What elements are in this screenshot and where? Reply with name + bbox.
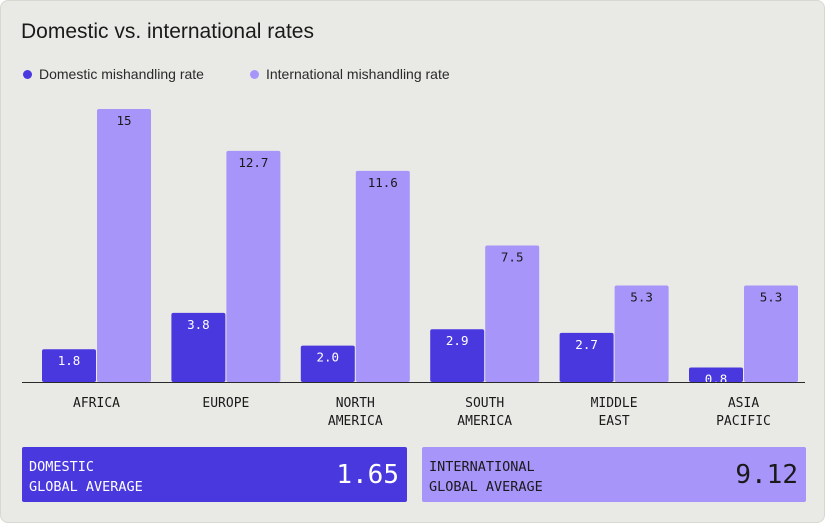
- bar-international-0: [97, 109, 151, 382]
- category-label-5-0: ASIA: [728, 396, 759, 411]
- international-average-value: 9.12: [735, 460, 798, 490]
- bar-domestic-3: [430, 329, 485, 382]
- bar-domestic-4: [559, 332, 614, 382]
- bar-value-label-international-2: 11.6: [368, 175, 398, 190]
- bar-international-3: [485, 245, 540, 382]
- category-label-2-1: AMERICA: [328, 414, 383, 429]
- legend-label-domestic: Domestic mishandling rate: [39, 66, 204, 82]
- bar-value-label-domestic-2: 2.0: [317, 350, 340, 365]
- legend-dot-international-icon: [249, 69, 259, 79]
- bar-domestic-2: [300, 345, 355, 382]
- category-label-2-0: NORTH: [336, 396, 375, 411]
- bar-international-1: [226, 150, 281, 382]
- category-label-4-0: MIDDLE: [591, 396, 638, 411]
- bar-chart: 1.8 15 AFRICA 3.8 12.7 EUROPE 2.0 11.6 NORTH AMER…: [22, 109, 805, 429]
- bar-value-label-international-3: 7.5: [501, 250, 524, 265]
- chart-title: Domestic vs. international rates: [21, 20, 314, 43]
- category-label-4-1: EAST: [598, 414, 629, 429]
- bar-value-label-domestic-1: 3.8: [187, 317, 210, 332]
- domestic-average-label: DOMESTIC GLOBAL AVERAGE: [29, 459, 143, 495]
- legend-item-international: International mishandling rate: [249, 66, 450, 82]
- domestic-average-value: 1.65: [336, 460, 399, 490]
- bar-international-5: [744, 285, 798, 382]
- international-average-label: INTERNATIONAL GLOBAL AVERAGE: [429, 459, 543, 495]
- category-label-3-1: AMERICA: [457, 414, 512, 429]
- bar-value-label-international-1: 12.7: [238, 155, 268, 170]
- bar-domestic-0: [42, 349, 96, 382]
- category-label-3-0: SOUTH: [465, 396, 504, 411]
- bar-value-label-domestic-4: 2.7: [575, 337, 598, 352]
- bar-international-2: [355, 170, 410, 382]
- legend-item-domestic: Domestic mishandling rate: [23, 66, 204, 82]
- bar-domestic-5: [689, 367, 743, 382]
- legend-label-international: International mishandling rate: [265, 66, 450, 82]
- bar-value-label-international-4: 5.3: [630, 290, 653, 305]
- category-label-5-1: PACIFIC: [716, 414, 771, 429]
- chart-legend: Domestic mishandling rate International …: [23, 66, 496, 82]
- domestic-global-average-box: DOMESTIC GLOBAL AVERAGE 1.65: [22, 447, 407, 502]
- category-label-1-0: EUROPE: [202, 396, 249, 411]
- bar-value-label-domestic-5: 0.8: [705, 371, 728, 386]
- bar-value-label-domestic-3: 2.9: [446, 333, 469, 348]
- bar-domestic-1: [171, 312, 226, 382]
- category-label-0-0: AFRICA: [73, 396, 120, 411]
- bar-value-label-international-5: 5.3: [760, 290, 783, 305]
- bar-international-4: [614, 285, 669, 382]
- bar-value-label-domestic-0: 1.8: [58, 353, 81, 368]
- bar-value-label-international-0: 15: [116, 113, 131, 128]
- legend-dot-domestic-icon: [23, 69, 32, 79]
- international-global-average-box: INTERNATIONAL GLOBAL AVERAGE 9.12: [422, 447, 806, 502]
